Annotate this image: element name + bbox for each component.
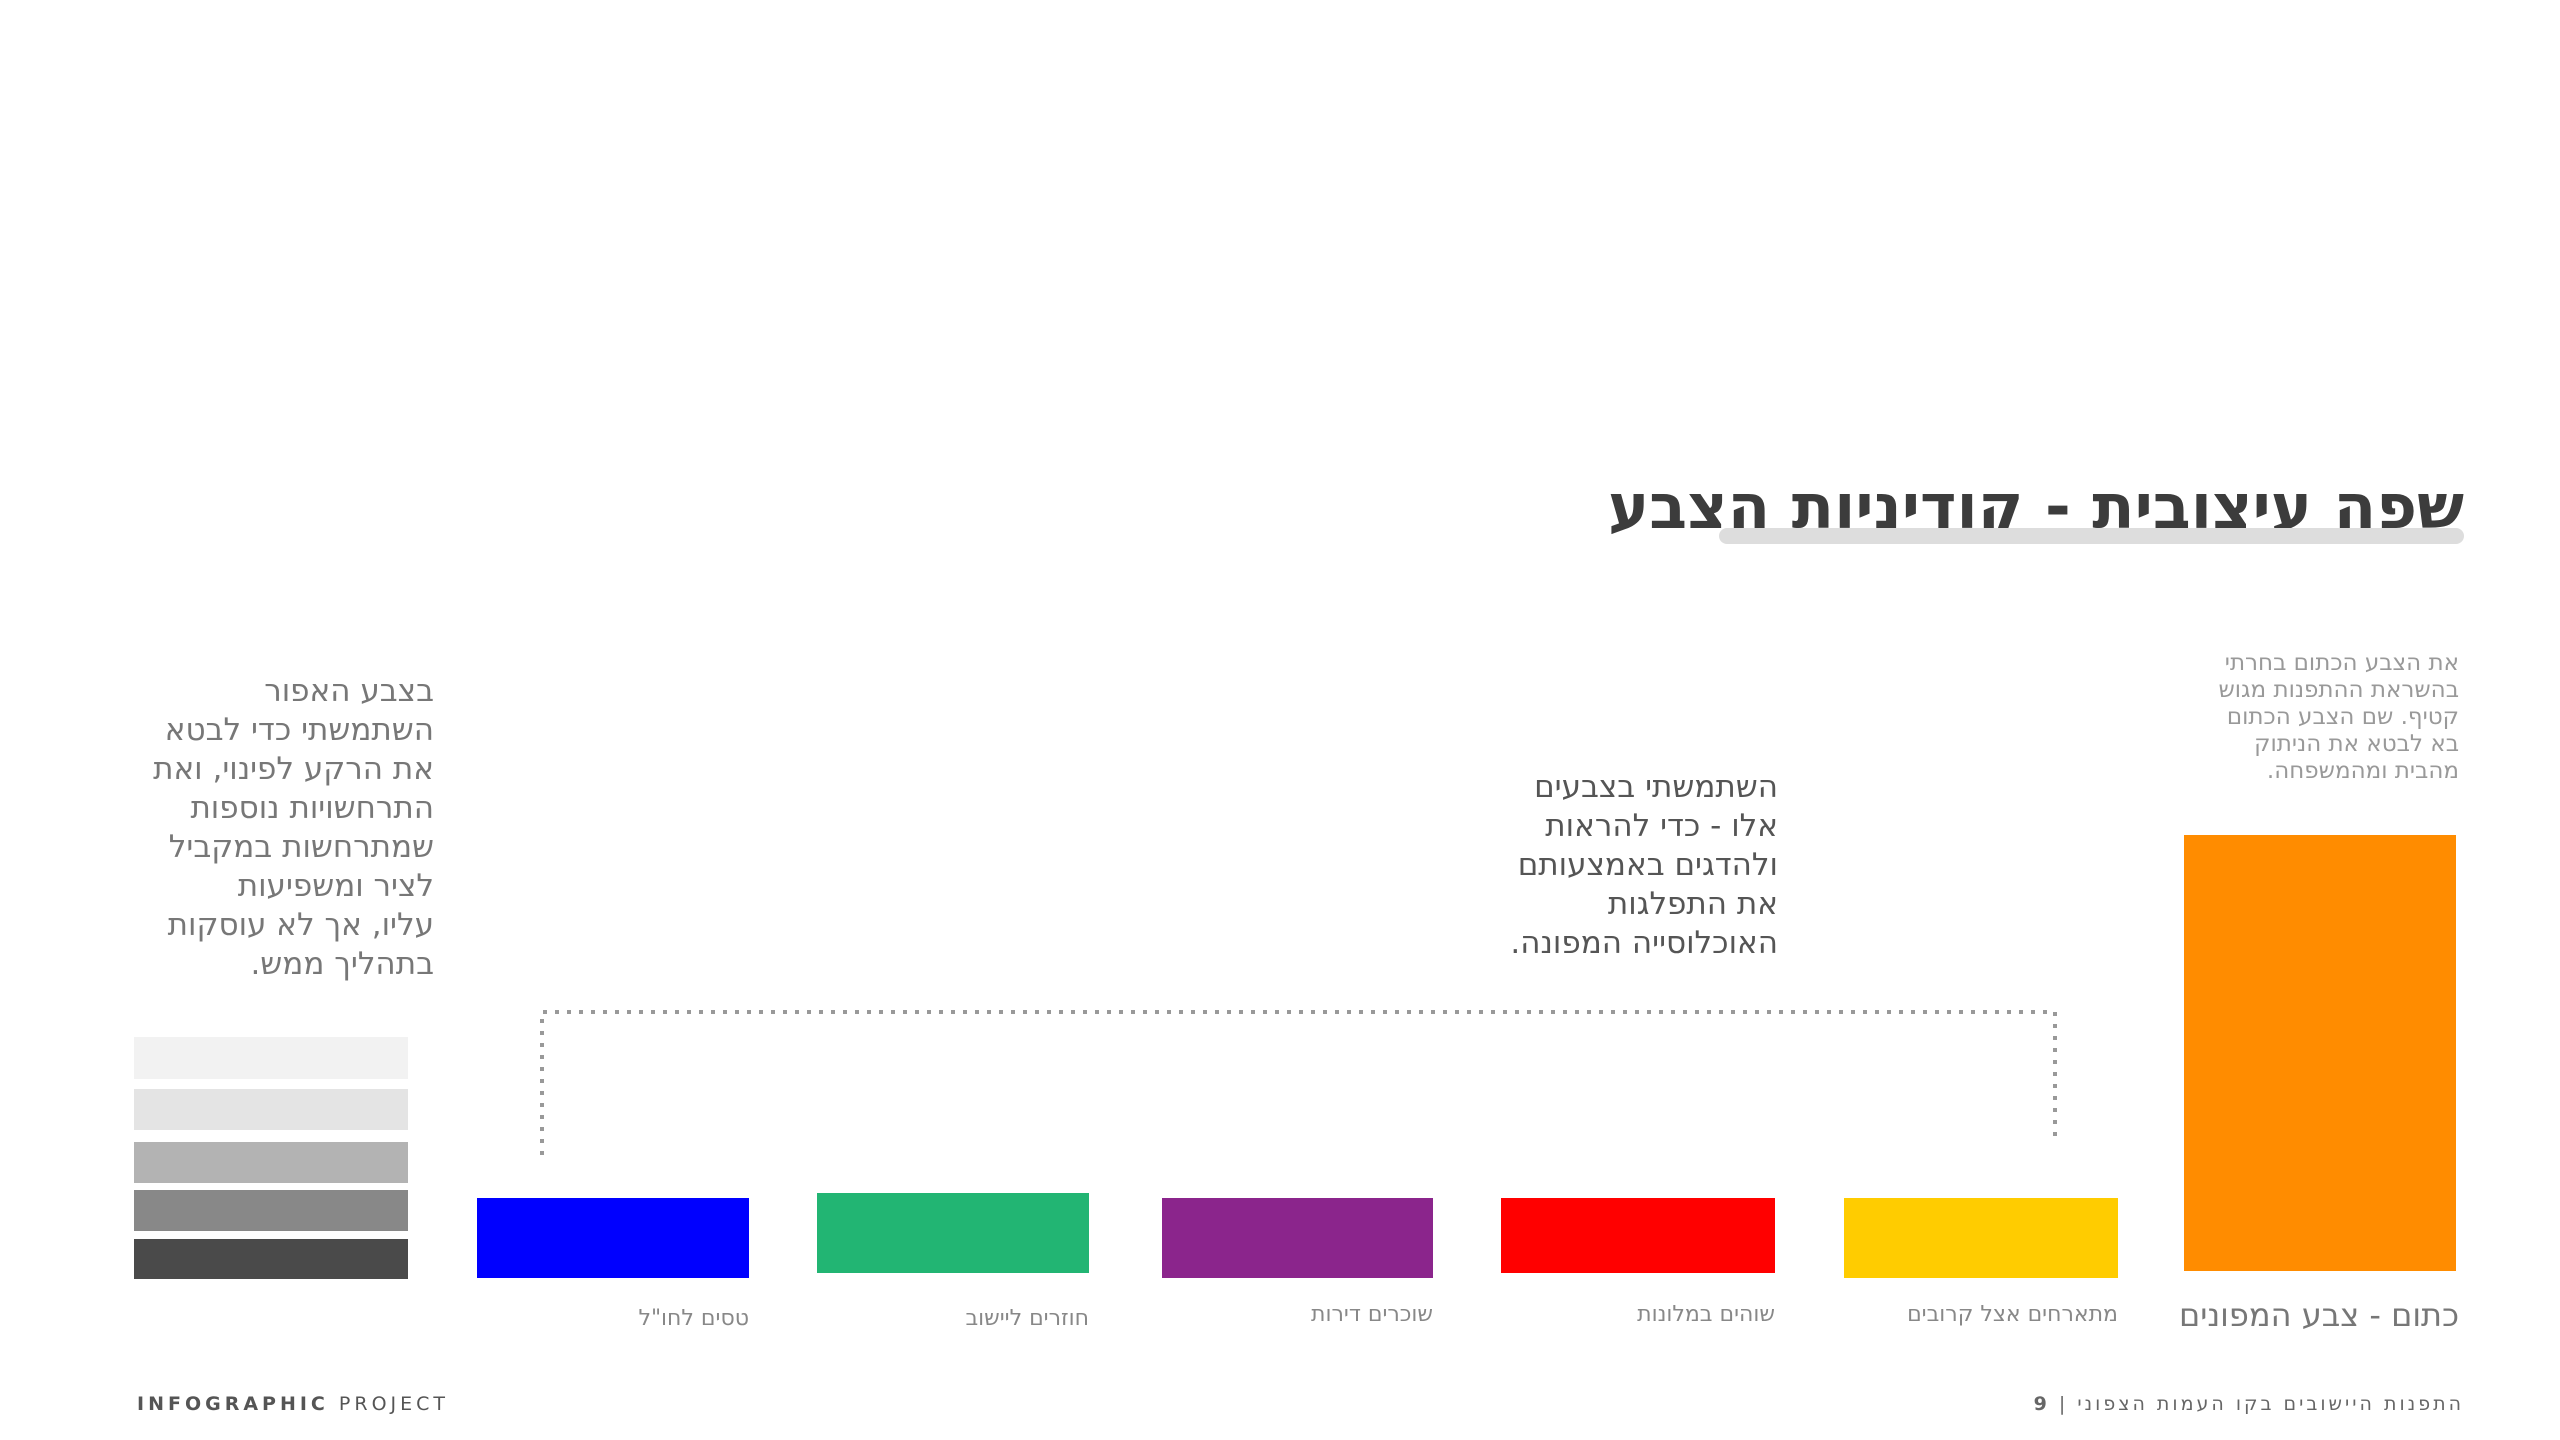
green-swatch: [817, 1193, 1089, 1273]
text-line: השתמשתי כדי לבטא: [164, 712, 434, 748]
dotted-bracket: [540, 1010, 2057, 1155]
orange-description: את הצבע הכתום בחרתי בהשראת ההתפנות מגוש …: [2218, 650, 2459, 785]
text-line: ולהדגים באמצעותם: [1517, 847, 1778, 883]
text-line: השתמשתי בצבעים: [1534, 769, 1778, 805]
orange-label: כתום - צבע המפונים: [2178, 1296, 2459, 1334]
text-line: את הצבע הכתום בחרתי: [2224, 650, 2459, 676]
footer-separator: |: [2058, 1393, 2069, 1415]
orange-swatch: [2184, 835, 2456, 1271]
footer-title-text: התפנות היישובים בקו העמות הצפוני: [2077, 1393, 2464, 1415]
gray-stripe: [134, 1239, 408, 1279]
swatch-label: מתארחים אצל קרובים: [1907, 1302, 2118, 1327]
text-line: התרחשויות נוספות: [190, 790, 434, 826]
text-line: האוכלוסייה המפונה.: [1510, 925, 1778, 961]
swatch-label: חוזרים ליישוב: [965, 1306, 1089, 1331]
gray-stripe: [134, 1142, 408, 1183]
gray-stripe: [134, 1089, 408, 1130]
title-underline: [1719, 528, 2464, 544]
text-line: לציר ומשפיעות: [237, 868, 434, 904]
text-line: עליו, אך לא עוסקות: [167, 907, 434, 943]
text-line: מהבית ומהמשפחה.: [2266, 758, 2459, 784]
brand-rest: PROJECT: [338, 1393, 450, 1415]
red-swatch: [1501, 1198, 1775, 1273]
middle-note: השתמשתי בצבעים אלו - כדי להראות ולהדגים …: [1510, 768, 1778, 963]
text-line: את הרקע לפינוי, ואת: [153, 751, 434, 787]
gray-stripe: [134, 1037, 408, 1079]
footer-brand: INFOGRAPHIC PROJECT: [137, 1393, 449, 1415]
swatch-label: שוהים במלונות: [1637, 1302, 1775, 1327]
text-line: אלו - כדי להראות: [1545, 808, 1778, 844]
text-line: בצבע האפור: [264, 673, 434, 709]
text-line: שמתרחשות במקביל: [168, 829, 434, 865]
text-line: בא לבטא את הניתוק: [2254, 731, 2459, 757]
gray-note: בצבע האפור השתמשתי כדי לבטא את הרקע לפינ…: [153, 672, 434, 984]
footer-title: התפנות היישובים בקו העמות הצפוני | 9: [2034, 1393, 2464, 1415]
text-line: בתהליך ממש.: [250, 946, 434, 982]
text-line: בהשראת ההתפנות מגוש: [2218, 677, 2459, 703]
purple-swatch: [1162, 1198, 1433, 1278]
gray-stripe: [134, 1190, 408, 1231]
page-number: 9: [2033, 1393, 2050, 1415]
swatch-label: שוכרים דירות: [1311, 1302, 1433, 1327]
blue-swatch: [477, 1198, 749, 1278]
brand-bold: INFOGRAPHIC: [137, 1393, 329, 1415]
text-line: קטיף. שם הצבע הכתום: [2226, 704, 2459, 730]
text-line: את התפלגות: [1607, 886, 1778, 922]
swatch-label: טסים לחו"ל: [638, 1306, 749, 1331]
yellow-swatch: [1844, 1198, 2118, 1278]
